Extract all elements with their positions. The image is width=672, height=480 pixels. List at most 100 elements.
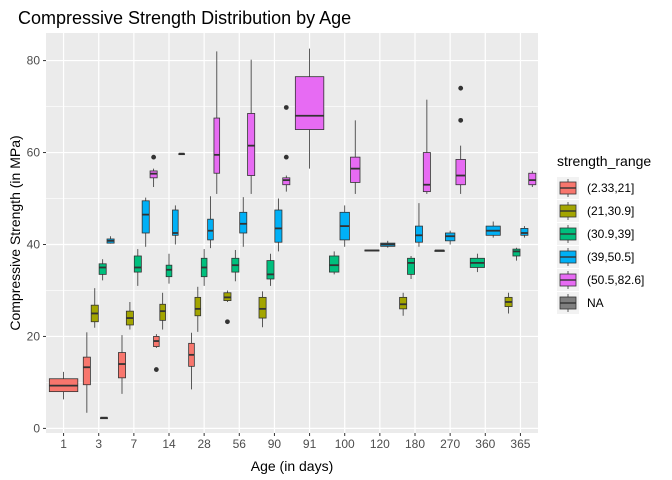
legend-label: (50.5,82.6] <box>587 273 644 287</box>
box-body <box>266 260 275 280</box>
box-90-(21,30.9] <box>258 291 267 328</box>
box-28-(2.33,21] <box>188 332 195 390</box>
box-14-(50.5,82.6] <box>178 152 185 156</box>
box-180-(21,30.9] <box>399 292 408 316</box>
box-3-(21,30.9] <box>90 288 99 328</box>
box-120-(39,50.5] <box>380 240 396 248</box>
legend-label: (21,30.9] <box>587 204 634 218</box>
box-series <box>48 48 537 420</box>
box-body <box>258 296 267 319</box>
box-365-(30.9,39] <box>512 247 521 261</box>
x-tick-label: 180 <box>405 437 425 451</box>
x-tick-label: 90 <box>268 437 282 451</box>
x-tick-label: 365 <box>510 437 530 451</box>
box-body <box>294 76 325 130</box>
legend-label: (30.9,39] <box>587 227 634 241</box>
box-14-(30.9,39] <box>165 253 173 284</box>
y-tick-label: 80 <box>27 54 41 68</box>
box-body <box>512 248 521 257</box>
box-180-(30.9,39] <box>407 255 416 279</box>
box-3-NA <box>100 416 108 420</box>
box-14-(2.33,21] <box>153 334 160 372</box>
box-body <box>118 352 126 379</box>
box-28-(30.9,39] <box>200 249 208 286</box>
y-axis-title: Compressive Strength (in MPa) <box>7 135 23 330</box>
box-7-(21,30.9] <box>125 301 134 330</box>
x-tick-label: 14 <box>162 437 176 451</box>
legend-item: (21,30.9] <box>557 200 634 222</box>
box-body <box>350 156 361 183</box>
x-axis: 1 3 7 14 28 56 90 91 100 120 180 270 360 365 <box>60 433 531 451</box>
box-body <box>98 263 107 275</box>
x-tick-label: 56 <box>233 437 247 451</box>
box-body <box>194 296 202 317</box>
outlier-point <box>458 85 464 91</box>
y-tick-label: 20 <box>27 329 41 343</box>
box-7-(50.5,82.6] <box>149 154 158 188</box>
legend-label: NA <box>587 296 604 310</box>
box-120-(30.9,39] <box>364 249 380 252</box>
box-180-(39,50.5] <box>414 203 423 247</box>
box-body <box>133 255 142 273</box>
box-91-(50.5,82.6] <box>294 48 325 169</box>
x-tick-label: 91 <box>303 437 317 451</box>
x-tick-label: 360 <box>475 437 495 451</box>
box-90-(39,50.5] <box>274 198 283 252</box>
legend-item: (39,50.5] <box>557 246 634 268</box>
box-body <box>520 228 529 236</box>
box-270-(50.5,82.6] <box>455 85 466 194</box>
box-14-(21,30.9] <box>159 292 166 330</box>
box-270-(39,50.5] <box>444 230 456 245</box>
box-56-(21,30.9] <box>223 290 232 325</box>
legend-item: (2.33,21] <box>557 177 634 199</box>
x-tick-label: 120 <box>370 437 390 451</box>
box-100-(39,50.5] <box>339 205 350 247</box>
box-360-(39,50.5] <box>485 221 501 238</box>
box-28-(39,50.5] <box>207 196 214 249</box>
box-56-(50.5,82.6] <box>247 59 256 194</box>
box-body <box>165 264 173 278</box>
box-body <box>159 303 166 321</box>
box-270-(30.9,39] <box>434 249 445 252</box>
box-7-(39,50.5] <box>141 197 150 247</box>
box-365-(50.5,82.6] <box>528 170 537 188</box>
box-body <box>141 200 150 234</box>
box-14-(39,50.5] <box>172 205 179 245</box>
box-90-(30.9,39] <box>266 253 275 286</box>
box-body <box>282 177 291 186</box>
y-tick-label: 0 <box>33 421 40 435</box>
box-180-(50.5,82.6] <box>422 99 431 194</box>
box-body <box>399 296 408 310</box>
outlier-point <box>283 105 289 110</box>
plot-panel <box>46 33 538 433</box>
box-3-(30.9,39] <box>98 259 107 281</box>
box-body <box>274 209 283 243</box>
box-56-(30.9,39] <box>231 250 240 282</box>
legend-label: (39,50.5] <box>587 250 634 264</box>
x-tick-label: 28 <box>197 437 211 451</box>
legend-item: (30.9,39] <box>557 223 634 245</box>
box-body <box>207 218 214 241</box>
x-tick-label: 1 <box>60 437 67 451</box>
outlier-point <box>283 154 289 160</box>
y-axis: 0 20 40 60 80 <box>27 54 46 435</box>
box-body <box>407 257 416 275</box>
legend-item: (50.5,82.6] <box>557 269 644 291</box>
legend-title: strength_range <box>557 153 651 169</box>
box-56-(39,50.5] <box>239 197 248 247</box>
box-365-(39,50.5] <box>520 226 529 238</box>
box-body <box>239 211 248 234</box>
x-axis-title: Age (in days) <box>251 458 333 474</box>
box-90-(50.5,82.6] <box>282 105 291 192</box>
box-body <box>422 152 431 193</box>
box-360-(30.9,39] <box>469 253 485 273</box>
legend-label: (2.33,21] <box>587 181 634 195</box>
outlier-point <box>458 117 464 123</box>
chart-title: Compressive Strength Distribution by Age <box>18 8 351 28</box>
legend-item: NA <box>557 292 604 314</box>
x-tick-label: 270 <box>440 437 460 451</box>
box-body <box>172 209 179 236</box>
x-tick-label: 3 <box>95 437 102 451</box>
outlier-point <box>153 367 159 372</box>
